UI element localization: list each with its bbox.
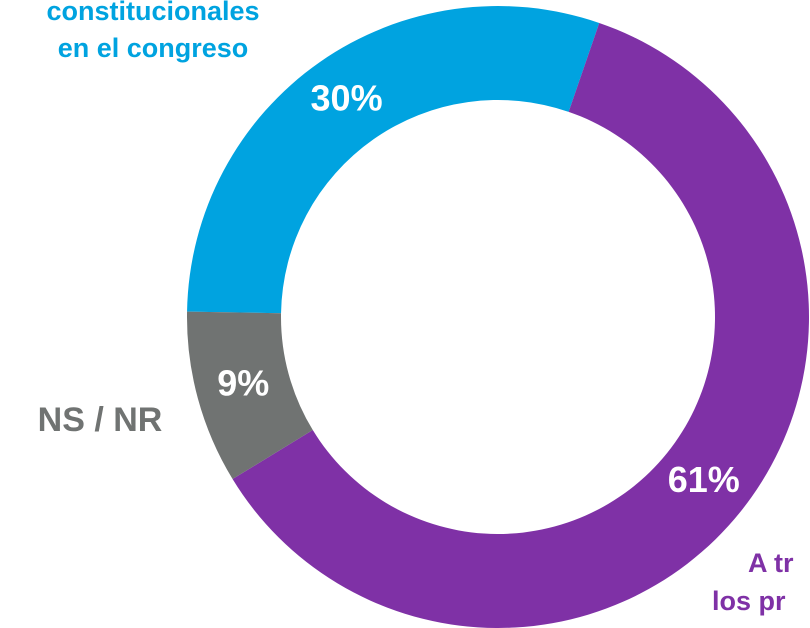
category-label: constitucionales [46,0,259,26]
category-label: los pr [712,586,786,616]
value-label: 61% [668,459,740,500]
category-label: en el congreso [58,33,249,63]
donut-segment [187,311,313,480]
donut-segment [187,6,600,314]
value-label: 9% [217,363,269,404]
value-label: 30% [311,77,383,118]
donut-segment [232,22,809,628]
category-label: NS / NR [38,401,163,439]
category-label: evalu [722,624,791,628]
category-label: A tr [748,548,794,578]
